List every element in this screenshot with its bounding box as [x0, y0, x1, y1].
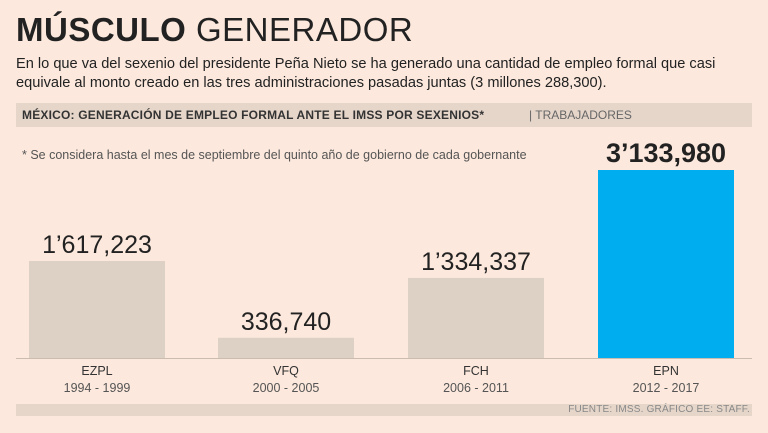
source-note: FUENTE: IMSS. GRÁFICO EE: STAFF. — [568, 404, 750, 415]
tick-label-fch: FCH — [463, 364, 489, 378]
period-label-ezpl: 1994 - 1999 — [64, 381, 131, 395]
title-light: GENERADOR — [196, 11, 414, 48]
footnote: * Se considera hasta el mes de septiembr… — [22, 148, 527, 162]
title-bold: MÚSCULO — [16, 11, 187, 48]
period-label-fch: 2006 - 2011 — [443, 381, 509, 395]
data-label-vfq: 336,740 — [241, 308, 331, 336]
chart-header-band: MÉXICO: GENERACIÓN DE EMPLEO FORMAL ANTE… — [16, 103, 752, 127]
bar-vfq — [218, 337, 354, 358]
period-label-vfq: 2000 - 2005 — [253, 381, 320, 395]
chart-title: MÚSCULO GENERADOR — [16, 10, 413, 50]
bar-epn — [598, 170, 734, 358]
bar-fch — [408, 277, 544, 358]
subtitle: En lo que va del sexenio del presidente … — [16, 56, 716, 91]
bar-ezpl — [29, 260, 165, 358]
data-label-fch: 1’334,337 — [421, 248, 531, 276]
unit-label: | TRABAJADORES — [529, 108, 632, 122]
tick-label-epn: EPN — [653, 364, 679, 378]
footer-band — [16, 404, 752, 416]
chart-subtitle: MÉXICO: GENERACIÓN DE EMPLEO FORMAL ANTE… — [22, 108, 485, 122]
data-label-epn: 3’133,980 — [606, 138, 726, 168]
tick-label-ezpl: EZPL — [81, 364, 112, 378]
period-label-epn: 2012 - 2017 — [633, 381, 700, 395]
data-label-ezpl: 1’617,223 — [42, 231, 152, 259]
tick-label-vfq: VFQ — [273, 364, 299, 378]
